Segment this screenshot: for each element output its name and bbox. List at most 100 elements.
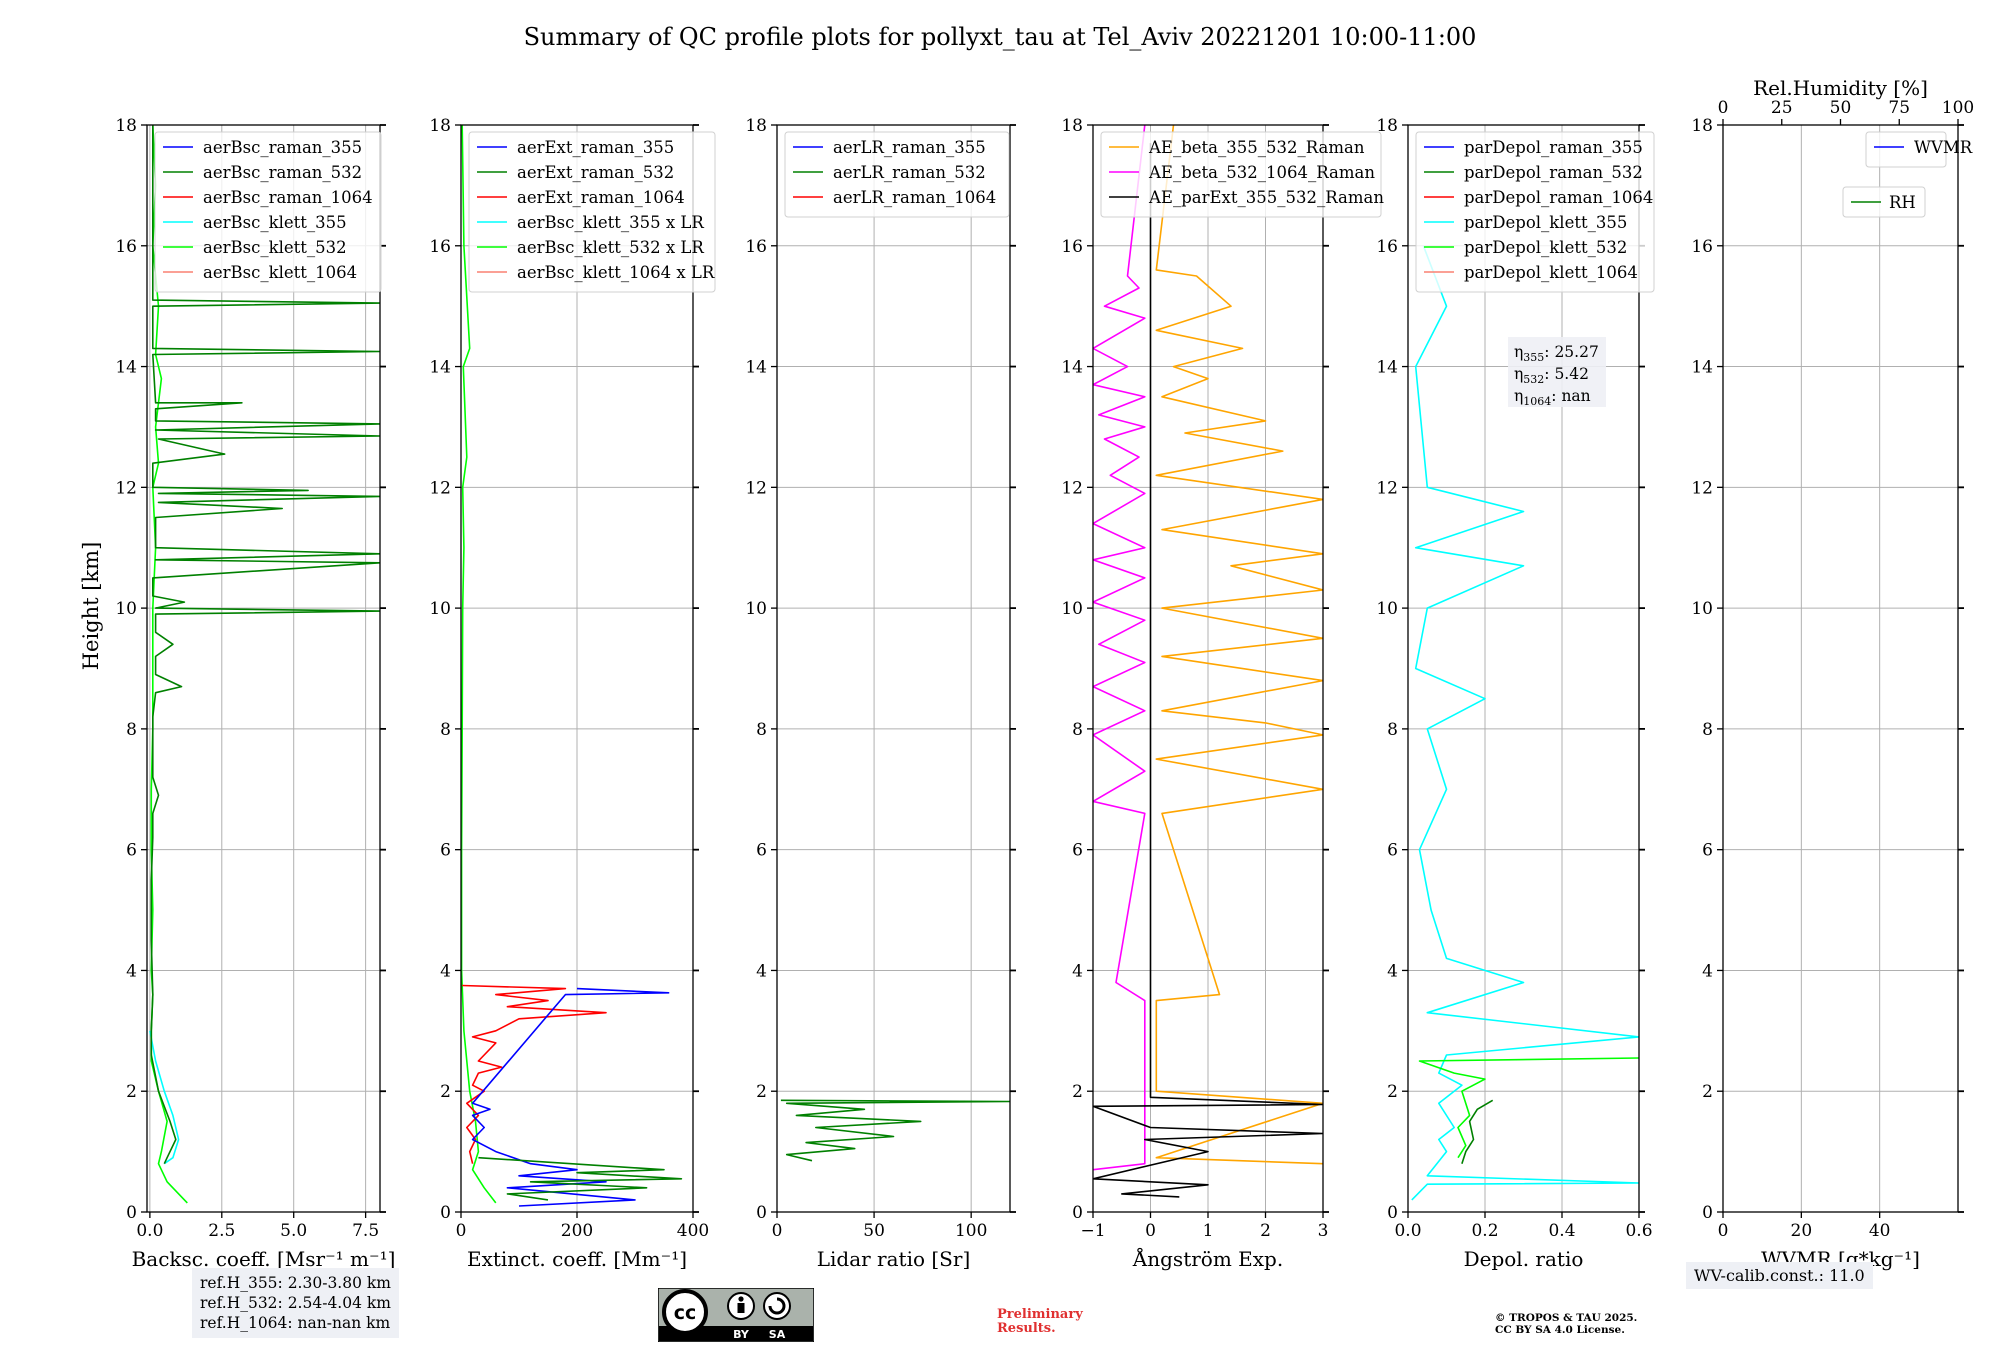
- y-tick-label: 2: [1387, 1082, 1398, 1102]
- y-tick-label: 14: [429, 358, 451, 378]
- y-tick-label: 2: [756, 1082, 767, 1102]
- copyright-line-1: © TROPOS & TAU 2025.: [1495, 1312, 1638, 1324]
- x-tick-label: 0.2: [1471, 1221, 1498, 1241]
- x-tick-label: 200: [561, 1221, 593, 1241]
- share-alike-icon-arrow: [768, 1297, 786, 1315]
- y-tick-label: 0: [756, 1203, 767, 1223]
- y-tick-label: 0: [126, 1203, 137, 1223]
- y-tick-label: 4: [1072, 961, 1083, 981]
- x-tick-label: −1: [1080, 1221, 1105, 1241]
- badge-by-text: BY: [733, 1328, 750, 1341]
- x-tick-label: 50: [863, 1221, 885, 1241]
- y-tick-label: 0: [1072, 1203, 1083, 1223]
- legend-entry: aerBsc_klett_355: [203, 213, 347, 232]
- eta-value: : nan: [1551, 387, 1590, 405]
- series-line-AE_beta_532_1064_Raman: [1093, 125, 1146, 1171]
- y-tick-label: 16: [1691, 237, 1713, 257]
- wv-calibration-box: WV-calib.const.: 11.0: [1686, 1262, 1873, 1289]
- y-tick-label: 6: [1702, 841, 1713, 861]
- series-line-aerExt_raman_532: [478, 1156, 683, 1201]
- x2-tick-label: 0: [1718, 98, 1729, 118]
- y-tick-label: 10: [1061, 599, 1083, 619]
- y-tick-label: 2: [440, 1082, 451, 1102]
- y-tick-label: 14: [745, 358, 767, 378]
- legend-entry: aerLR_raman_355: [833, 138, 986, 157]
- x-tick-label: 7.5: [352, 1221, 379, 1241]
- x2-tick-label: 75: [1888, 98, 1910, 118]
- axes-frame: [776, 124, 1011, 1213]
- x-tick-label: 0.0: [136, 1221, 163, 1241]
- legend-entry: aerBsc_raman_532: [203, 163, 362, 182]
- x-tick-label: 0: [456, 1221, 467, 1241]
- legend-entry: parDepol_klett_532: [1464, 238, 1627, 257]
- x-tick-label: 40: [1869, 1221, 1891, 1241]
- eta-line: η355: 25.27: [1514, 343, 1599, 364]
- series-line-parDepol_klett_532: [1418, 1057, 1639, 1159]
- legend-entry: WVMR: [1914, 138, 1973, 157]
- y-tick-label: 14: [1691, 358, 1713, 378]
- axes-frame: [1407, 124, 1640, 1213]
- x-axis-label: Depol. ratio: [1464, 1247, 1584, 1271]
- x2-tick-label: 100: [1942, 98, 1974, 118]
- preliminary-results-note: Preliminary Results.: [997, 1308, 1083, 1336]
- x-axis-label: Extinct. coeff. [Mm⁻¹]: [467, 1247, 687, 1271]
- y-tick-label: 0: [1702, 1203, 1713, 1223]
- series-group: [1093, 125, 1323, 1198]
- legend-entry: aerBsc_klett_532 x LR: [517, 238, 704, 257]
- plot-area: [777, 125, 1010, 1212]
- x-tick-label: 0.0: [1394, 1221, 1421, 1241]
- figure-title: Summary of QC profile plots for pollyxt_…: [524, 23, 1477, 51]
- legend-entry: aerBsc_klett_532: [203, 238, 347, 257]
- legend-entry: aerExt_raman_1064: [517, 188, 685, 207]
- eta-subscript: 532: [1523, 373, 1544, 386]
- y-tick-label: 10: [1691, 599, 1713, 619]
- eta-subscript: 355: [1523, 351, 1544, 364]
- y-tick-label: 0: [1387, 1203, 1398, 1223]
- y-tick-label: 10: [745, 599, 767, 619]
- panel-backscatter: 0 2 4 6 8 10 12 14 16 18 0.0 2.5 5.0 7.5 Backsc. coeff…: [115, 116, 395, 1271]
- x2-tick-label: 50: [1830, 98, 1852, 118]
- x-tick-label: 0.4: [1548, 1221, 1575, 1241]
- y-tick-label: 12: [115, 478, 137, 498]
- x-tick-label: 1: [1203, 1221, 1214, 1241]
- y-tick-label: 10: [1376, 599, 1398, 619]
- y-tick-label: 0: [440, 1203, 451, 1223]
- panel-depol: 0 2 4 6 8 10 12 14 16 18 0.0 0.2 0.4 0.6 Depol. ratio p…: [1376, 116, 1655, 1271]
- series-group: [780, 1099, 1010, 1162]
- series-group: [461, 125, 683, 1207]
- legend-entry: aerBsc_raman_355: [203, 138, 362, 157]
- cc-icon-text: cc: [674, 1302, 697, 1324]
- legend-entry: AE_parExt_355_532_Raman: [1148, 188, 1384, 207]
- y-tick-label: 4: [756, 961, 767, 981]
- legend-entry: parDepol_klett_1064: [1464, 263, 1638, 282]
- y-tick-label: 16: [1376, 237, 1398, 257]
- legend-entry: AE_beta_355_532_Raman: [1148, 138, 1365, 157]
- x2-axis-label: Rel.Humidity [%]: [1753, 76, 1928, 100]
- share-alike-icon: [763, 1292, 791, 1320]
- y-tick-label: 6: [756, 841, 767, 861]
- y-tick-label: 2: [1702, 1082, 1713, 1102]
- copyright-line-2: CC BY SA 4.0 License.: [1495, 1324, 1625, 1336]
- x-tick-label: 400: [677, 1221, 709, 1241]
- x-axis-label: Ångström Exp.: [1132, 1246, 1283, 1271]
- legend-entry: AE_beta_532_1064_Raman: [1148, 163, 1375, 182]
- legend-entry: parDepol_klett_355: [1464, 213, 1627, 232]
- series-group: [149, 125, 380, 1204]
- legend-entry: parDepol_raman_1064: [1464, 188, 1653, 207]
- x-tick-label: 5.0: [280, 1221, 307, 1241]
- eta-value: : 5.42: [1544, 365, 1589, 383]
- y-tick-label: 6: [440, 841, 451, 861]
- legend-entry: aerLR_raman_1064: [833, 188, 996, 207]
- preliminary-line-1: Preliminary: [997, 1307, 1083, 1322]
- x-tick-label: 0: [772, 1221, 783, 1241]
- ref-height-1064: ref.H_1064: nan-nan km: [200, 1314, 391, 1332]
- legend: aerLR_raman_355 aerLR_raman_532 aerLR_rama…: [784, 131, 1010, 218]
- series-line-AE_parExt_355_532_Raman: [1093, 143, 1323, 1198]
- panel-lidar_ratio: 0 2 4 6 8 10 12 14 16 18 0 50 100 Lidar ratio [Sr] aer…: [745, 116, 1016, 1271]
- y-tick-label: 8: [1702, 720, 1713, 740]
- legend-entry: aerExt_raman_355: [517, 138, 674, 157]
- series-group: [1411, 245, 1639, 1201]
- y-tick-label: 10: [115, 599, 137, 619]
